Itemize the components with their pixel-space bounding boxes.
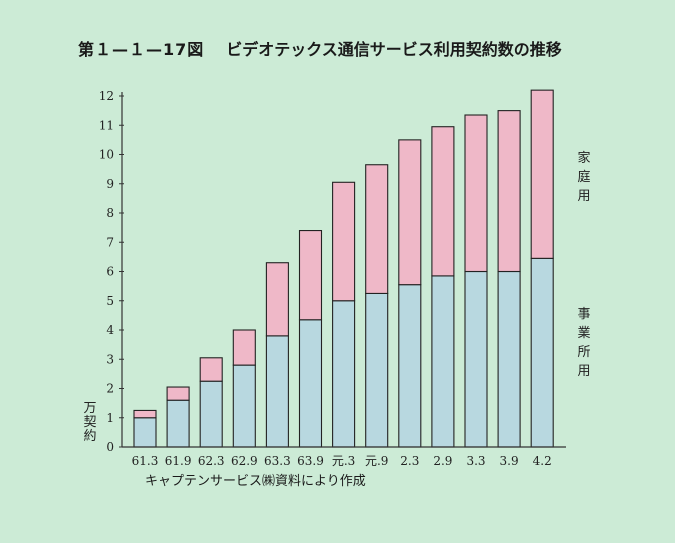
legend-home-char: 庭: [577, 169, 590, 185]
x-tick-label: 63.3: [264, 454, 291, 468]
x-tick-label: 61.9: [165, 454, 192, 468]
y-tick-label: 6: [106, 265, 114, 279]
y-tick-label: 0: [106, 440, 114, 454]
bar-segment-home: [398, 139, 422, 286]
bar-segment-business: [530, 257, 554, 448]
y-axis-unit: 万契約: [83, 401, 96, 444]
y-tick-label: 11: [99, 118, 114, 132]
bar-segment-home: [133, 409, 157, 419]
bar-segment-home: [332, 181, 356, 302]
y-tick-label: 4: [106, 323, 114, 337]
bar-segment-home: [199, 357, 223, 382]
legend-home-char: 用: [577, 189, 590, 204]
x-tick-label: 2.9: [433, 454, 452, 468]
legend-business-char: 業: [577, 325, 590, 341]
bar-segment-business: [365, 292, 389, 448]
bar-segment-business: [497, 270, 521, 448]
y-axis-unit-char: 契: [83, 415, 96, 430]
y-tick-label: 5: [106, 294, 114, 308]
legend-business-char: 用: [577, 364, 590, 379]
y-tick-label: 2: [106, 382, 114, 396]
bar-segment-business: [133, 417, 157, 448]
axis-layer: [119, 92, 566, 448]
bar-segment-business: [464, 270, 488, 448]
y-axis-unit-char: 約: [83, 429, 96, 444]
x-tick-label: 62.3: [198, 454, 225, 468]
bar-segment-home: [265, 262, 289, 337]
chart-title: 第１—１—17図 ビデオテックス通信サービス利用契約数の推移: [78, 36, 562, 60]
bar-segment-business: [232, 364, 256, 448]
y-tick-label: 10: [99, 148, 114, 162]
x-tick-label: 4.2: [533, 454, 552, 468]
x-tick-label: 元.9: [365, 454, 388, 468]
bar-segment-business: [398, 284, 422, 448]
x-tick-label: 61.3: [132, 454, 159, 468]
x-tick-label: 62.9: [231, 454, 258, 468]
legend-business-char: 所: [577, 345, 590, 360]
bar-segment-business: [332, 300, 356, 448]
legend-home-char: 家: [577, 150, 590, 166]
bar-segment-home: [464, 114, 488, 273]
y-tick-label: 1: [106, 411, 114, 425]
x-tick-label: 3.3: [466, 454, 485, 468]
legend-business-char: 事: [577, 307, 590, 322]
x-tick-label: 3.9: [500, 454, 519, 468]
x-tick-label: 2.3: [400, 454, 419, 468]
figure-number: 第１—１—17図: [78, 40, 205, 59]
bar-segment-business: [166, 399, 190, 448]
bar-segment-home: [232, 329, 256, 366]
bar-segment-business: [431, 275, 455, 448]
bar-segment-business: [199, 380, 223, 448]
bar-segment-home: [166, 386, 190, 401]
figure-title-text: ビデオテックス通信サービス利用契約数の推移: [226, 40, 562, 59]
source-note: キャプテンサービス㈱資料により作成: [145, 474, 366, 489]
x-tick-label: 63.9: [297, 454, 324, 468]
y-tick-label: 3: [106, 352, 114, 366]
bar-segment-business: [298, 319, 323, 448]
bar-segment-home: [497, 110, 521, 273]
y-tick-label: 7: [106, 235, 114, 249]
y-tick-label: 8: [106, 206, 114, 220]
bar-segment-business: [265, 335, 289, 448]
y-tick-label: 9: [106, 177, 114, 191]
bar-segment-home: [431, 126, 455, 277]
bar-segment-home: [530, 89, 554, 259]
bar-segment-home: [298, 230, 323, 321]
y-tick-label: 12: [99, 89, 114, 103]
y-axis-unit-char: 万: [83, 401, 96, 416]
legend-home: 家庭用: [577, 150, 590, 204]
x-tick-label: 元.3: [332, 454, 355, 468]
bar-segment-home: [365, 164, 389, 294]
bars-layer: [133, 89, 554, 448]
